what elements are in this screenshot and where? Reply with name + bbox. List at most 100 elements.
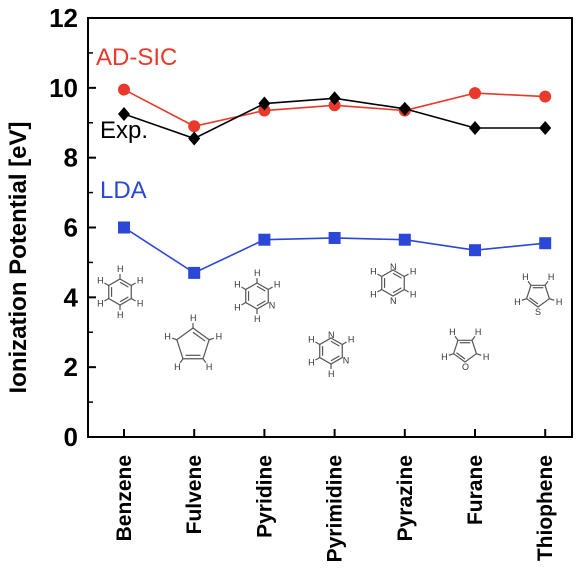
h-bond <box>179 358 184 364</box>
atom-label: H <box>234 303 241 313</box>
molecule-structure: H H H H H H <box>97 264 143 320</box>
double-bond <box>392 287 402 294</box>
category-label: Fulvene <box>183 455 206 534</box>
y-tick-label: 8 <box>64 143 78 173</box>
atom-label: H <box>190 313 197 323</box>
atom-label: H <box>117 310 124 320</box>
data-point <box>328 231 341 244</box>
y-tick-label: 12 <box>49 3 78 33</box>
double-bond <box>392 272 402 279</box>
h-bond <box>403 288 409 293</box>
atom-label: H <box>308 335 315 345</box>
atom-label: H <box>97 299 104 309</box>
h-bond <box>315 341 321 346</box>
atom-label: H <box>370 267 377 277</box>
ring-bond <box>176 327 210 360</box>
h-bond <box>267 286 273 291</box>
series-layer <box>118 83 552 279</box>
data-point <box>118 221 130 234</box>
data-point <box>118 107 130 122</box>
double-bond <box>529 297 539 305</box>
atom-label: H <box>475 327 482 337</box>
h-bond <box>241 286 247 291</box>
atom-label: H <box>410 267 417 277</box>
double-bond <box>119 296 129 303</box>
atom-label: H <box>174 362 181 372</box>
h-bond <box>403 273 409 278</box>
double-bond <box>119 281 129 288</box>
double-bond <box>256 300 266 307</box>
atom-label: H <box>548 272 555 282</box>
data-point <box>258 233 271 246</box>
series-label: AD-SIC <box>96 44 177 71</box>
y-tick-label: 4 <box>64 282 79 312</box>
atom-label: H <box>97 276 104 286</box>
atom-label: H <box>234 280 241 290</box>
atom-label: H <box>254 268 261 278</box>
series-label: LDA <box>100 177 147 204</box>
h-bond <box>549 298 555 301</box>
data-point <box>188 266 201 279</box>
data-point <box>539 237 552 250</box>
double-bond <box>330 355 340 362</box>
atom-label: N <box>328 330 335 340</box>
category-label: Thiophene <box>534 455 557 561</box>
atom-label: H <box>328 369 335 379</box>
data-point <box>398 101 411 116</box>
ring-bond <box>452 339 478 363</box>
ring-bond <box>525 284 551 308</box>
atom-label: H <box>556 297 563 307</box>
atom-label: H <box>216 332 223 342</box>
molecule-structure: S H H H H <box>514 272 562 317</box>
atom-label: H <box>274 280 281 290</box>
h-bond <box>454 335 459 341</box>
h-bond <box>208 337 215 341</box>
h-bond <box>341 341 347 346</box>
atom-label: N <box>343 356 350 366</box>
y-axis-title: Ionization Potential [eV] <box>5 121 32 393</box>
molecule-structure: H H H H H <box>164 313 222 372</box>
atom-label: H <box>441 352 448 362</box>
h-bond <box>476 353 482 356</box>
data-point <box>539 120 552 135</box>
category-label: Pyrimidine <box>324 455 347 562</box>
category-label: Benzene <box>113 455 136 541</box>
y-tick-label: 2 <box>64 352 78 382</box>
h-bond <box>241 301 247 306</box>
series-label: Exp. <box>100 117 148 144</box>
atom-label: H <box>308 358 315 368</box>
h-bond <box>448 353 454 356</box>
atom-label: H <box>254 314 261 324</box>
h-bond <box>315 356 321 361</box>
data-point <box>258 96 271 111</box>
atom-label: H <box>514 297 521 307</box>
h-bond <box>377 288 383 293</box>
atom-label: H <box>370 290 377 300</box>
double-bond <box>256 285 266 292</box>
h-bond <box>130 297 136 302</box>
h-bond <box>202 358 207 364</box>
atom-label: H <box>117 264 124 274</box>
molecule-structure: O H H H H <box>441 327 489 372</box>
h-bond <box>104 297 110 302</box>
category-label: Furane <box>464 455 487 525</box>
atom-label: H <box>483 352 490 362</box>
data-point <box>398 233 411 246</box>
h-bond <box>544 280 549 286</box>
data-point <box>469 120 481 135</box>
category-label: Pyrazine <box>394 455 417 541</box>
h-bond <box>377 273 383 278</box>
atom-label: H <box>206 362 213 372</box>
y-tick-label: 0 <box>64 422 78 452</box>
atom-label: H <box>348 335 355 345</box>
atom-label: S <box>535 307 541 317</box>
atom-label: H <box>137 299 144 309</box>
h-bond <box>171 337 178 341</box>
data-point <box>118 83 130 96</box>
data-point <box>188 131 201 146</box>
data-point <box>469 244 481 257</box>
atom-label: H <box>137 276 144 286</box>
axes: 0 2 4 6 8 10 12 Benzene Fulvene Pyridine Pyrimidin… <box>5 3 573 562</box>
